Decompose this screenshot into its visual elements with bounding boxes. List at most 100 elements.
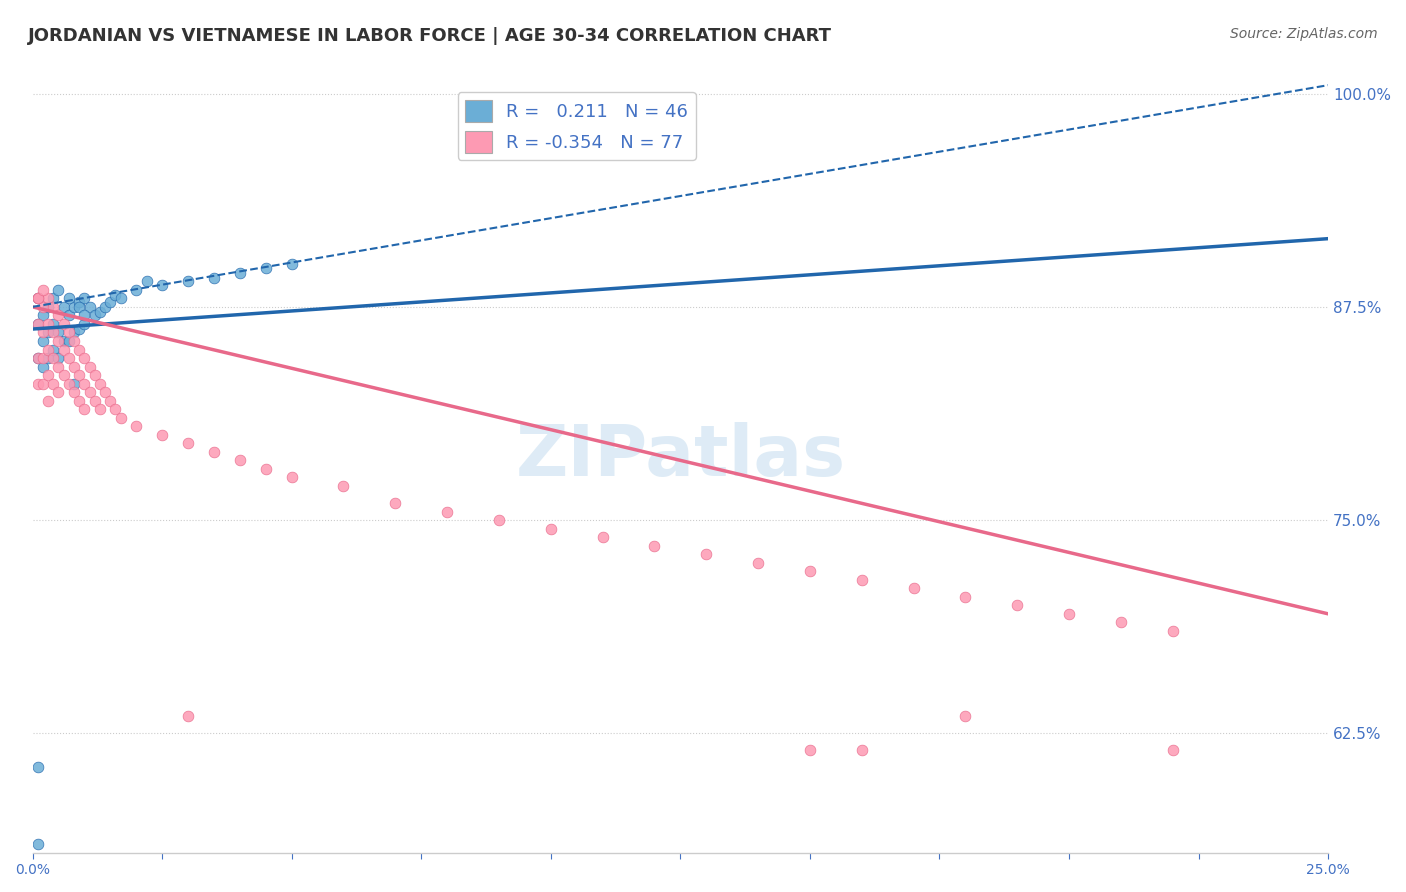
Point — [58, 351, 80, 365]
Point — [31, 334, 53, 348]
Point — [89, 402, 111, 417]
Point — [67, 393, 90, 408]
Point — [177, 274, 200, 288]
Point — [280, 257, 302, 271]
Point — [52, 368, 75, 383]
Point — [89, 305, 111, 319]
Text: Source: ZipAtlas.com: Source: ZipAtlas.com — [1230, 27, 1378, 41]
Point — [67, 322, 90, 336]
Point — [48, 351, 70, 365]
Point — [643, 539, 665, 553]
Point — [280, 470, 302, 484]
Point — [58, 309, 80, 323]
Y-axis label: In Labor Force | Age 30-34: In Labor Force | Age 30-34 — [122, 355, 138, 558]
Point — [150, 427, 173, 442]
Point — [37, 351, 59, 365]
Point — [48, 309, 70, 323]
Point — [799, 564, 821, 578]
Point — [79, 359, 101, 374]
Point — [37, 393, 59, 408]
Point — [436, 504, 458, 518]
Point — [42, 351, 65, 365]
Point — [37, 343, 59, 357]
Point — [83, 309, 105, 323]
Point — [42, 376, 65, 391]
Point — [695, 547, 717, 561]
Point — [42, 291, 65, 305]
Point — [48, 385, 70, 400]
Point — [37, 326, 59, 340]
Point — [63, 376, 86, 391]
Point — [1109, 615, 1132, 630]
Point — [202, 445, 225, 459]
Point — [63, 385, 86, 400]
Point — [955, 709, 977, 723]
Point — [94, 385, 117, 400]
Point — [73, 351, 96, 365]
Point — [42, 343, 65, 357]
Point — [110, 410, 132, 425]
Point — [903, 581, 925, 595]
Point — [73, 291, 96, 305]
Point — [37, 300, 59, 314]
Point — [73, 317, 96, 331]
Point — [254, 260, 277, 275]
Point — [27, 317, 49, 331]
Point — [1057, 607, 1080, 621]
Point — [799, 743, 821, 757]
Point — [177, 709, 200, 723]
Text: JORDANIAN VS VIETNAMESE IN LABOR FORCE | AGE 30-34 CORRELATION CHART: JORDANIAN VS VIETNAMESE IN LABOR FORCE |… — [28, 27, 832, 45]
Point — [37, 368, 59, 383]
Point — [79, 300, 101, 314]
Point — [98, 393, 121, 408]
Point — [58, 291, 80, 305]
Point — [851, 573, 873, 587]
Point — [104, 402, 127, 417]
Point — [58, 376, 80, 391]
Point — [83, 368, 105, 383]
Point — [52, 334, 75, 348]
Point — [42, 300, 65, 314]
Point — [851, 743, 873, 757]
Point — [52, 300, 75, 314]
Point — [89, 376, 111, 391]
Point — [48, 334, 70, 348]
Point — [177, 436, 200, 450]
Point — [67, 368, 90, 383]
Point — [592, 530, 614, 544]
Point — [48, 326, 70, 340]
Point — [73, 376, 96, 391]
Point — [27, 291, 49, 305]
Point — [67, 343, 90, 357]
Point — [332, 479, 354, 493]
Point — [955, 590, 977, 604]
Point — [67, 300, 90, 314]
Text: ZIPatlas: ZIPatlas — [515, 422, 845, 491]
Point — [1161, 743, 1184, 757]
Point — [79, 385, 101, 400]
Point — [52, 343, 75, 357]
Point — [384, 496, 406, 510]
Legend: R =   0.211   N = 46, R = -0.354   N = 77: R = 0.211 N = 46, R = -0.354 N = 77 — [458, 93, 696, 160]
Point — [58, 326, 80, 340]
Point — [31, 351, 53, 365]
Point — [58, 334, 80, 348]
Point — [135, 274, 157, 288]
Point — [488, 513, 510, 527]
Point — [1005, 599, 1028, 613]
Point — [747, 556, 769, 570]
Point — [104, 288, 127, 302]
Point — [31, 309, 53, 323]
Point — [27, 760, 49, 774]
Point — [42, 326, 65, 340]
Point — [27, 291, 49, 305]
Point — [27, 837, 49, 851]
Point — [63, 300, 86, 314]
Point — [27, 291, 49, 305]
Point — [83, 393, 105, 408]
Point — [42, 317, 65, 331]
Point — [31, 300, 53, 314]
Point — [94, 300, 117, 314]
Point — [150, 277, 173, 292]
Point — [98, 294, 121, 309]
